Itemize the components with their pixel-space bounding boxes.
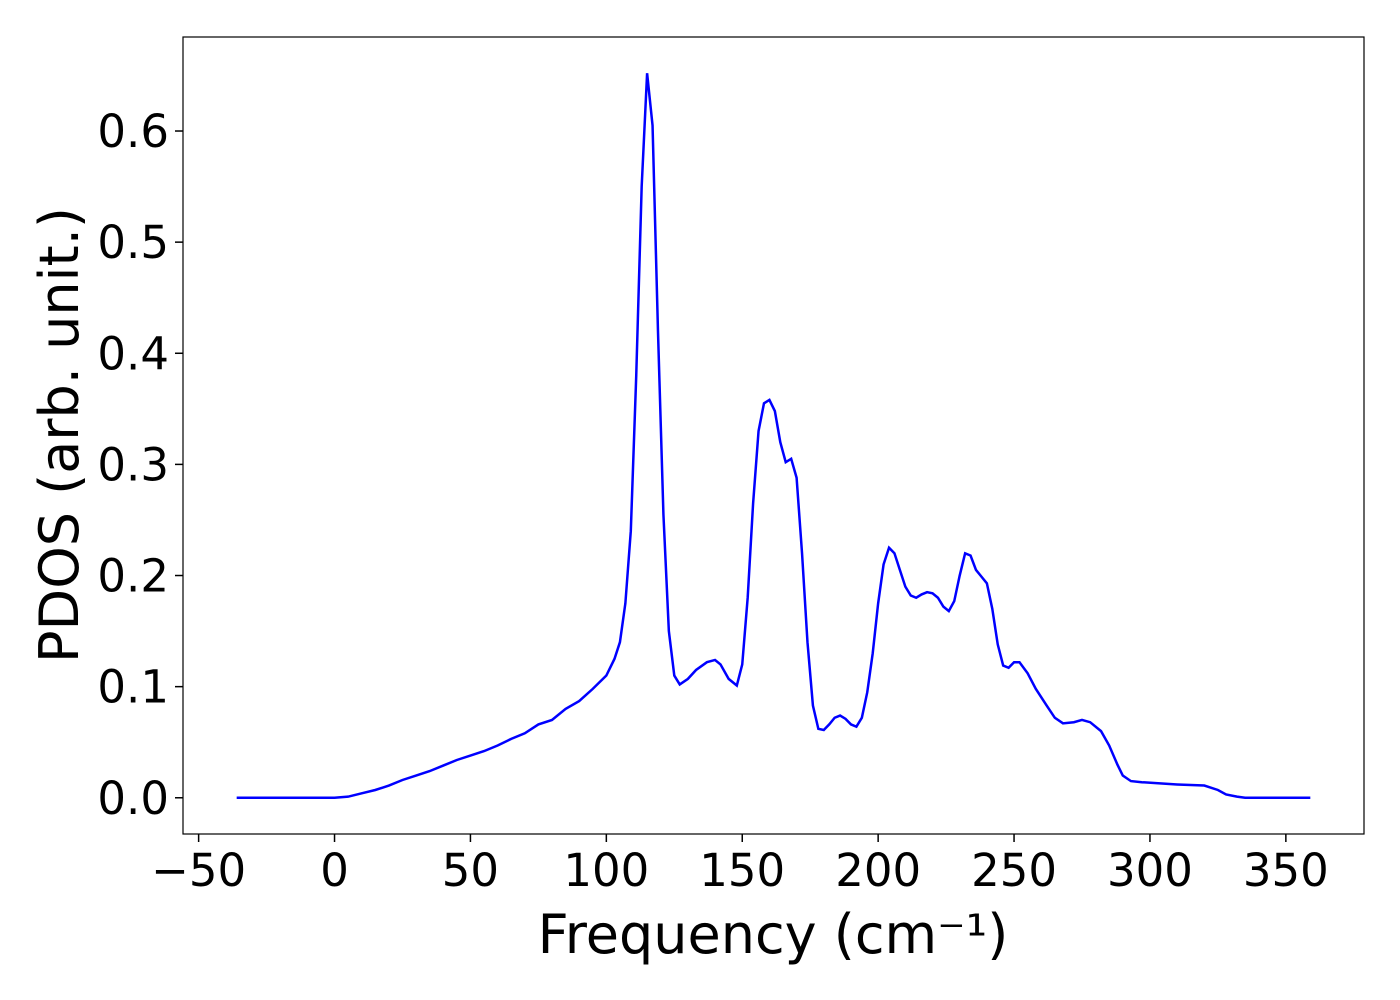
x-axis-label: Frequency (cm⁻¹) — [538, 903, 1009, 966]
x-tick-label: −50 — [151, 844, 246, 897]
plot-frame — [182, 36, 1365, 835]
y-tick-label: 0.1 — [97, 661, 169, 714]
y-tick-label: 0.6 — [97, 105, 169, 158]
y-tick-label: 0.2 — [97, 550, 169, 603]
y-tick-label: 0.0 — [97, 772, 169, 825]
y-tick-label: 0.4 — [97, 327, 169, 380]
x-tick-label: 200 — [835, 844, 921, 897]
x-tick-label: 300 — [1107, 844, 1193, 897]
x-tick-label: 350 — [1243, 844, 1329, 897]
line — [236, 73, 1311, 800]
y-tick-label: 0.3 — [97, 438, 169, 491]
x-tick-label: 50 — [442, 844, 499, 897]
x-tick-label: 250 — [971, 844, 1057, 897]
x-tick-label: 100 — [563, 844, 649, 897]
y-tick-label: 0.5 — [97, 216, 169, 269]
y-axis-label: PDOS (arb. unit.) — [28, 207, 91, 663]
x-tick-label: 0 — [320, 844, 349, 897]
x-tick-label: 150 — [699, 844, 785, 897]
